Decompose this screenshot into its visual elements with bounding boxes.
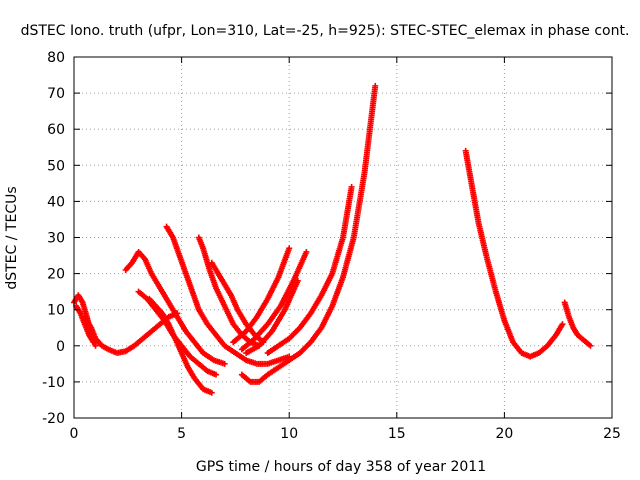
- x-tick-label: 20: [495, 426, 513, 442]
- data-point: [587, 342, 594, 349]
- data-point: [348, 183, 355, 190]
- data-point: [286, 245, 293, 252]
- y-tick-label: 20: [47, 267, 65, 283]
- data-series-14: [264, 183, 355, 357]
- data-series-12: [243, 277, 301, 357]
- data-series-15: [462, 147, 566, 360]
- y-tick-label: 40: [47, 194, 65, 210]
- data-point: [294, 277, 301, 284]
- data-point: [372, 82, 379, 89]
- data-markers: [71, 82, 594, 396]
- data-series-10: [230, 245, 293, 346]
- axis-ticks: 0 5 10 15 20 25 -20 -10 0 10 20 30 40 50 60 70 80: [42, 50, 621, 442]
- data-series-13: [238, 82, 379, 385]
- x-tick-label: 15: [388, 426, 406, 442]
- data-point: [92, 342, 99, 349]
- x-tick-label: 10: [280, 426, 298, 442]
- y-axis-label: dSTEC / TECUs: [4, 186, 20, 289]
- y-tick-label: 30: [47, 231, 65, 247]
- data-point: [559, 321, 566, 328]
- data-series-7: [163, 223, 293, 367]
- y-tick-label: -20: [42, 411, 65, 427]
- data-series-6: [146, 295, 215, 396]
- data-point: [213, 371, 220, 378]
- data-point: [303, 248, 310, 255]
- data-series-11: [238, 248, 310, 353]
- y-tick-label: 60: [47, 122, 65, 138]
- y-tick-label: 70: [47, 86, 65, 102]
- chart-title: dSTEC Iono. truth (ufpr, Lon=310, Lat=-2…: [21, 23, 630, 39]
- data-series-4: [122, 248, 228, 367]
- data-point: [221, 360, 228, 367]
- y-tick-label: -10: [42, 375, 65, 391]
- data-series-16: [561, 299, 594, 349]
- y-tick-label: 10: [47, 303, 65, 319]
- data-point: [208, 389, 215, 396]
- y-tick-label: 80: [47, 50, 65, 66]
- x-tick-label: 0: [70, 426, 79, 442]
- y-tick-label: 50: [47, 158, 65, 174]
- x-axis-label: GPS time / hours of day 358 of year 2011: [196, 459, 486, 475]
- x-tick-label: 5: [177, 426, 186, 442]
- x-tick-label: 25: [603, 426, 621, 442]
- y-tick-label: 0: [56, 339, 65, 355]
